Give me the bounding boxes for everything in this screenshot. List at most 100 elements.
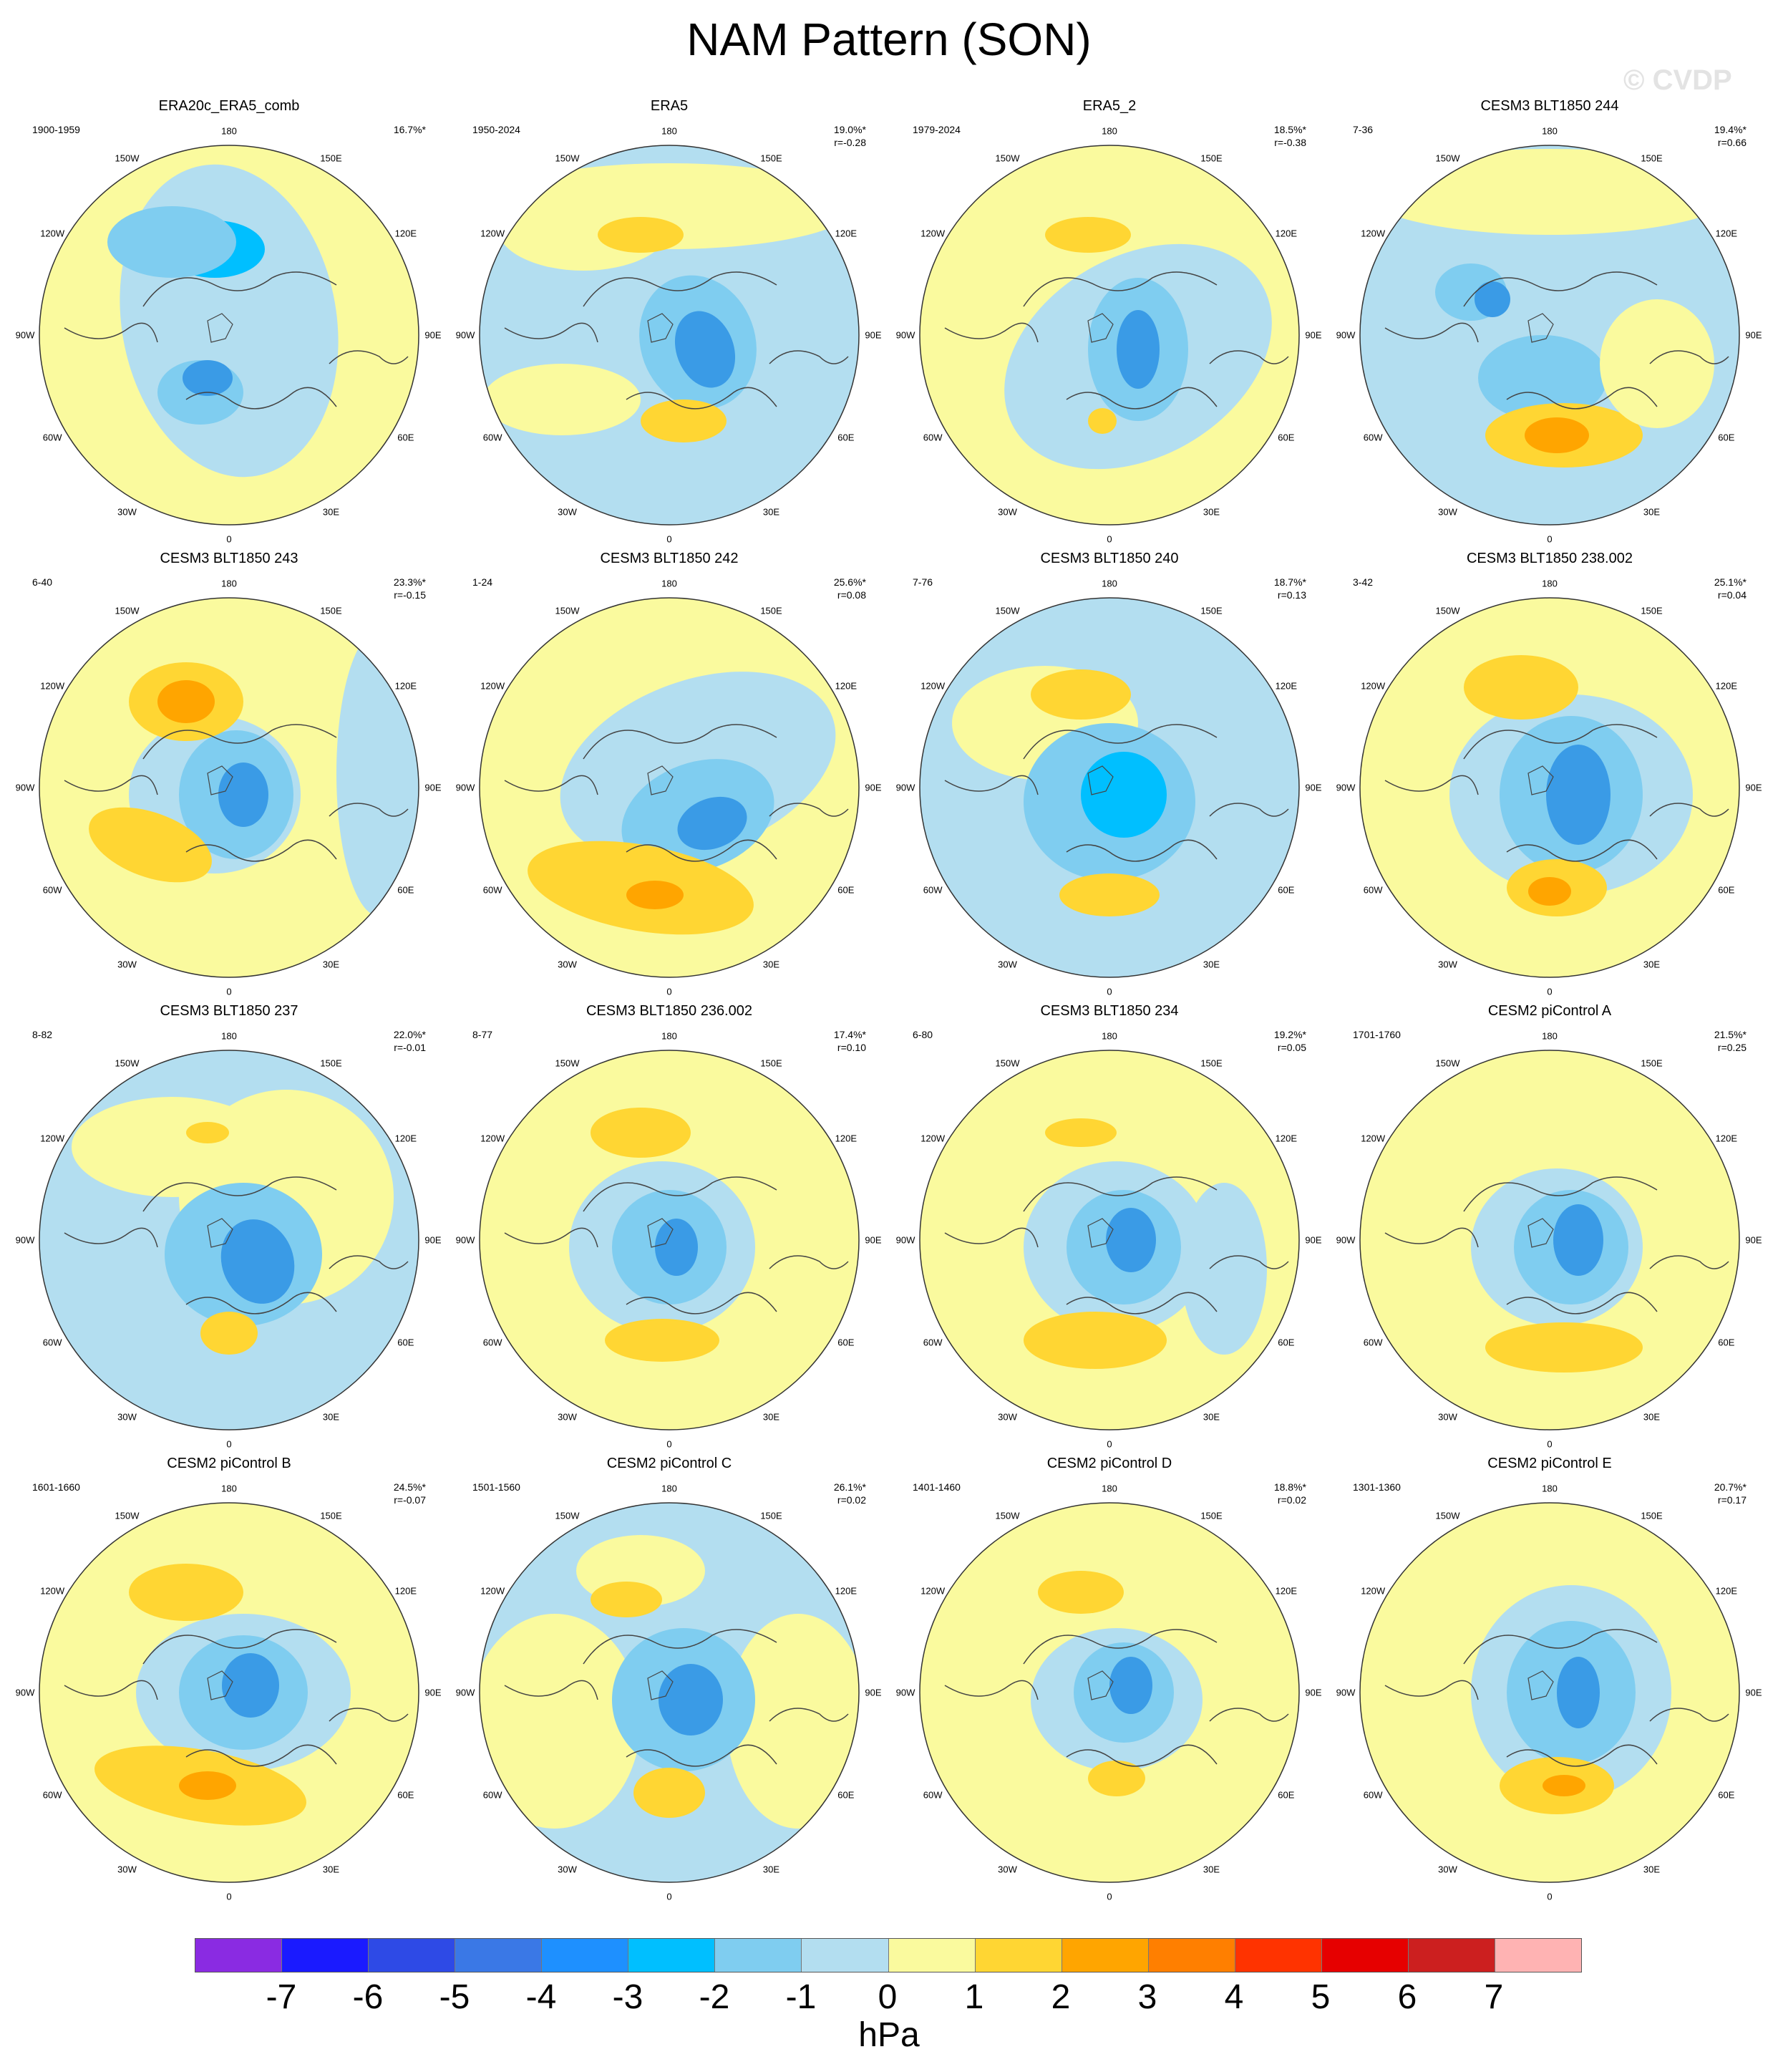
anomaly-region (1478, 335, 1607, 421)
longitude-label: 90E (1745, 329, 1762, 341)
longitude-label: 60E (1718, 432, 1735, 442)
colorbar-segment (1235, 1939, 1322, 1972)
longitude-label: 60E (1278, 432, 1295, 442)
anomaly-region (1475, 281, 1510, 317)
longitude-label: 60W (482, 884, 502, 895)
anomaly-region (107, 206, 236, 278)
anomaly-region (1109, 1657, 1152, 1714)
panel-variance-explained: 20.7%* (1714, 1481, 1747, 1493)
panel-variance-explained: 22.0%* (393, 1029, 426, 1040)
longitude-label: 90E (1305, 782, 1322, 793)
longitude-label: 90W (1336, 782, 1356, 793)
polar-map (1359, 597, 1740, 978)
anomaly-region (1553, 1204, 1603, 1276)
longitude-label: 0 (666, 1438, 672, 1450)
coastline (64, 322, 158, 343)
map-panel: CESM2 piControl E 1301-1360 20.7%* r=0.17 18… (1317, 1456, 1778, 1925)
longitude-label: 90W (15, 329, 35, 341)
colorbar (195, 1938, 1582, 1972)
colorbar-segment (628, 1939, 716, 1972)
longitude-label: 180 (221, 1030, 237, 1042)
coastline (1527, 1218, 1554, 1248)
longitude-label: 120E (1715, 1133, 1737, 1143)
panel-title: CESM3 BLT1850 240 (1040, 551, 1179, 566)
longitude-label: 180 (661, 125, 677, 137)
longitude-label: 180 (1102, 125, 1117, 137)
panel-title: ERA5 (650, 98, 689, 114)
longitude-label: 180 (1102, 1030, 1117, 1042)
longitude-label: 180 (221, 1483, 237, 1494)
longitude-label: 120W (480, 1133, 505, 1143)
polar-map (479, 1502, 860, 1883)
coastline (769, 803, 849, 817)
longitude-label: 90E (424, 1687, 442, 1698)
panel-variance-explained: 19.4%* (1714, 124, 1747, 135)
longitude-label: 180 (221, 578, 237, 589)
coastline (1384, 322, 1479, 343)
coastline (1506, 839, 1658, 862)
panel-period: 1950-2024 (472, 124, 520, 135)
longitude-label: 30W (117, 1411, 137, 1423)
panel-pattern-correlation: r=0.02 (837, 1494, 866, 1506)
anomaly-region (483, 364, 641, 435)
coastline (647, 313, 674, 343)
panel-variance-explained: 19.2%* (1273, 1029, 1306, 1040)
longitude-label: 150E (1641, 1057, 1663, 1069)
longitude-label: 0 (226, 533, 232, 545)
anomaly-region (1546, 745, 1611, 845)
map-border (1359, 1050, 1740, 1430)
longitude-label: 90E (865, 329, 882, 341)
coastline (1023, 724, 1218, 760)
longitude-label: 60E (1718, 1789, 1735, 1800)
longitude-label: 150E (1200, 1510, 1223, 1521)
polar-map (39, 597, 419, 978)
coastline (1463, 1629, 1658, 1665)
longitude-label: 150E (320, 1510, 342, 1521)
panel-title: CESM2 piControl C (606, 1456, 732, 1471)
coastline (142, 1629, 337, 1665)
longitude-label: 30E (1203, 959, 1220, 970)
longitude-label: 90E (1745, 782, 1762, 793)
colorbar-tick-label: 4 (1224, 1978, 1244, 2016)
longitude-label: 60E (397, 1789, 414, 1800)
longitude-label: 0 (226, 1891, 232, 1902)
polar-map (39, 145, 419, 526)
anomaly-region (677, 796, 747, 851)
longitude-label: 150E (1200, 1057, 1223, 1069)
longitude-label: 90W (15, 782, 35, 793)
map-panel: CESM3 BLT1850 234 6-80 19.2%* r=0.05 180 150E… (877, 1003, 1342, 1473)
longitude-label: 0 (1107, 533, 1112, 545)
longitude-label: 60W (923, 1337, 943, 1347)
panel-pattern-correlation: r=0.13 (1277, 589, 1306, 601)
longitude-label: 90E (865, 782, 882, 793)
polar-map (919, 145, 1300, 526)
longitude-label: 30W (558, 506, 577, 518)
panel-pattern-correlation: r=0.08 (837, 589, 866, 601)
longitude-label: 120E (835, 1133, 857, 1143)
map-panel: CESM2 piControl B 1601-1660 24.5%* r=-0.07 1… (0, 1456, 462, 1925)
coastline (583, 1629, 777, 1665)
longitude-label: 90W (1336, 1234, 1356, 1246)
polar-map (1359, 145, 1740, 526)
panel-pattern-correlation: r=-0.07 (394, 1494, 426, 1506)
longitude-label: 30W (1438, 959, 1457, 970)
panel-title: CESM3 BLT1850 244 (1480, 98, 1619, 114)
longitude-label: 120W (480, 1585, 505, 1596)
coastline (1463, 724, 1658, 760)
longitude-label: 180 (1102, 578, 1117, 589)
panel-title: CESM3 BLT1850 234 (1040, 1003, 1179, 1019)
longitude-label: 90E (865, 1687, 882, 1698)
longitude-label: 30E (1643, 1411, 1661, 1423)
panel-variance-explained: 18.7%* (1273, 576, 1306, 588)
anomaly-region (626, 881, 684, 909)
coastline (142, 724, 337, 760)
anomaly-region (1464, 655, 1578, 720)
colorbar-tick-label: 7 (1484, 1978, 1504, 2016)
longitude-label: 0 (666, 1891, 672, 1902)
anomaly-region (591, 1108, 691, 1158)
anomaly-region (89, 807, 212, 883)
panel-variance-explained: 25.1%* (1714, 576, 1747, 588)
anomaly-region (157, 680, 215, 723)
map-border (39, 1050, 419, 1430)
map-border (919, 1502, 1300, 1883)
